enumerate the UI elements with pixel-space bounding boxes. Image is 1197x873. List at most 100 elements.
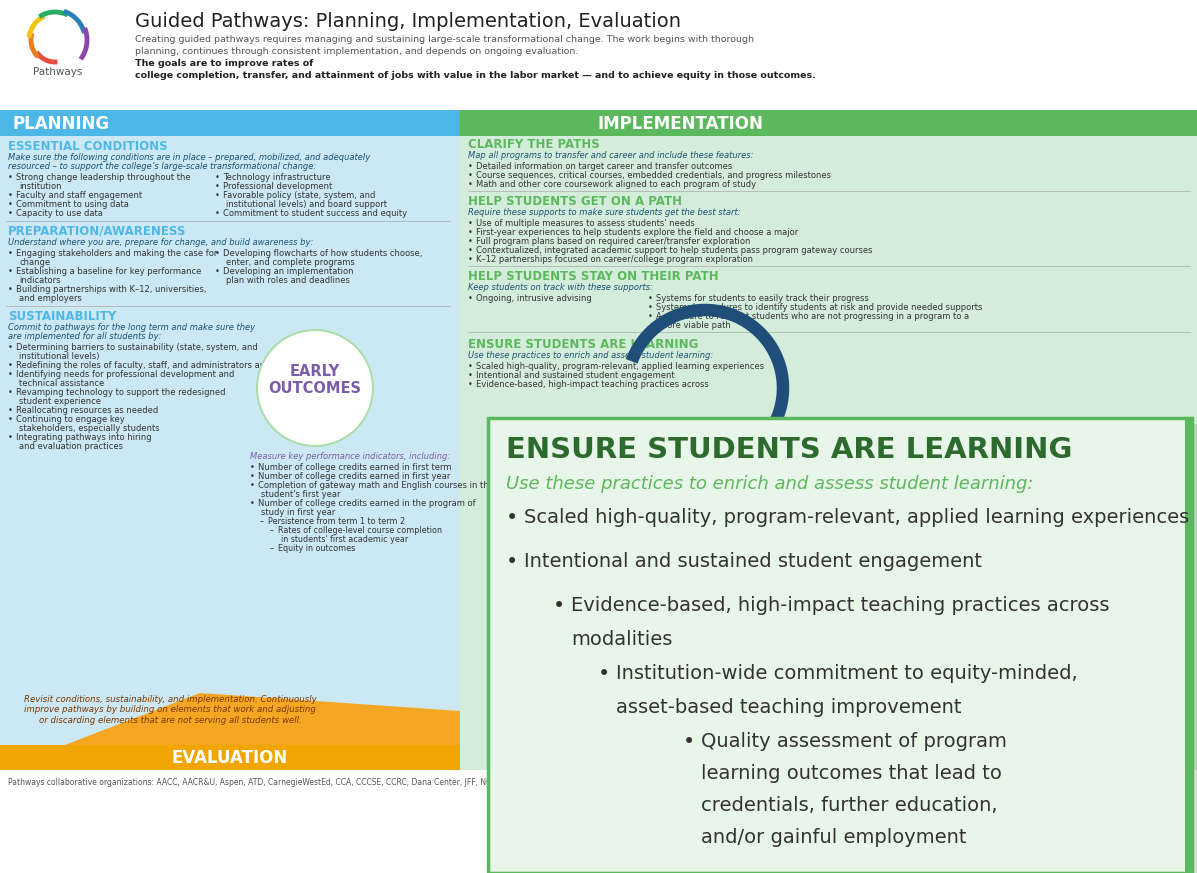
FancyBboxPatch shape (0, 110, 460, 136)
Text: are implemented for all students by:: are implemented for all students by: (8, 332, 162, 341)
Text: HELP STUDENTS GET ON A PATH: HELP STUDENTS GET ON A PATH (468, 195, 682, 208)
Text: Faculty and staff engagement: Faculty and staff engagement (16, 191, 142, 200)
Text: PLANNING: PLANNING (12, 115, 109, 133)
Text: Measure key performance indicators, including:: Measure key performance indicators, incl… (250, 452, 450, 461)
Text: •: • (8, 285, 13, 294)
Text: Pathways: Pathways (34, 67, 83, 77)
Text: institutional levels): institutional levels) (19, 352, 99, 361)
FancyBboxPatch shape (0, 110, 460, 770)
Text: IMPLEMENTATION: IMPLEMENTATION (597, 115, 762, 133)
Text: and/or gainful employment: and/or gainful employment (701, 828, 966, 847)
FancyBboxPatch shape (0, 0, 1197, 110)
Text: –: – (271, 544, 274, 553)
FancyBboxPatch shape (0, 745, 460, 770)
Text: Integrating pathways into hiring: Integrating pathways into hiring (16, 433, 152, 442)
Text: in students' first academic year: in students' first academic year (281, 535, 408, 544)
Text: •: • (468, 219, 473, 228)
Text: •: • (8, 209, 13, 218)
Text: more viable path: more viable path (660, 321, 730, 330)
Text: EARLY
OUTCOMES: EARLY OUTCOMES (268, 364, 361, 396)
Text: A structure to redirect students who are not progressing in a program to a: A structure to redirect students who are… (656, 312, 970, 321)
Text: •: • (683, 732, 695, 752)
Text: •: • (8, 370, 13, 379)
Text: •: • (553, 596, 565, 616)
Text: Scaled high-quality, program-relevant, applied learning experiences: Scaled high-quality, program-relevant, a… (476, 362, 764, 371)
Text: Rates of college-level course completion: Rates of college-level course completion (278, 526, 442, 535)
Text: •: • (8, 388, 13, 397)
Text: Commitment to using data: Commitment to using data (16, 200, 129, 209)
FancyBboxPatch shape (488, 418, 1192, 873)
Text: Use these practices to enrich and assess student learning:: Use these practices to enrich and assess… (506, 475, 1033, 493)
Text: •: • (215, 173, 220, 182)
Text: •: • (215, 191, 220, 200)
Text: Identifying needs for professional development and: Identifying needs for professional devel… (16, 370, 235, 379)
Text: plan with roles and deadlines: plan with roles and deadlines (226, 276, 350, 285)
Text: Detailed information on target career and transfer outcomes: Detailed information on target career an… (476, 162, 733, 171)
FancyBboxPatch shape (1185, 418, 1192, 873)
Text: Continuing to engage key: Continuing to engage key (16, 415, 124, 424)
Text: Evidence-based, high-impact teaching practices across: Evidence-based, high-impact teaching pra… (571, 596, 1110, 615)
Text: Guided Pathways: Planning, Implementation, Evaluation: Guided Pathways: Planning, Implementatio… (135, 12, 681, 31)
Text: Keep students on track with these supports:: Keep students on track with these suppor… (468, 283, 654, 292)
Text: •: • (468, 237, 473, 246)
Text: •: • (648, 303, 652, 312)
Text: •: • (468, 294, 473, 303)
Text: Building partnerships with K–12, universities,: Building partnerships with K–12, univers… (16, 285, 207, 294)
Text: Number of college credits earned in first term: Number of college credits earned in firs… (259, 463, 451, 472)
Text: resourced – to support the college’s large-scale transformational change:: resourced – to support the college’s lar… (8, 162, 316, 171)
Text: student's first year: student's first year (261, 490, 340, 499)
Text: Make sure the following conditions are in place – prepared, mobilized, and adequ: Make sure the following conditions are i… (8, 153, 370, 162)
Text: Understand where you are, prepare for change, and build awareness by:: Understand where you are, prepare for ch… (8, 238, 314, 247)
Text: ENSURE STUDENTS ARE LEARNING: ENSURE STUDENTS ARE LEARNING (506, 436, 1073, 464)
Text: CLARIFY THE PATHS: CLARIFY THE PATHS (468, 138, 600, 151)
Text: and evaluation practices: and evaluation practices (19, 442, 123, 451)
Text: •: • (506, 552, 518, 572)
Text: K–12 partnerships focused on career/college program exploration: K–12 partnerships focused on career/coll… (476, 255, 753, 264)
Text: institution: institution (19, 182, 61, 191)
Text: indicators: indicators (19, 276, 61, 285)
Text: Use of multiple measures to assess students' needs: Use of multiple measures to assess stude… (476, 219, 694, 228)
Text: Revamping technology to support the redesigned: Revamping technology to support the rede… (16, 388, 225, 397)
Text: •: • (598, 664, 610, 684)
Text: •: • (250, 481, 255, 490)
Text: •: • (468, 246, 473, 255)
Text: •: • (8, 361, 13, 370)
Text: •: • (8, 343, 13, 352)
Text: •: • (468, 255, 473, 264)
Text: Reallocating resources as needed: Reallocating resources as needed (16, 406, 158, 415)
Text: Intentional and sustained student engagement: Intentional and sustained student engage… (524, 552, 982, 571)
Text: •: • (8, 406, 13, 415)
Text: Intentional and sustained student engagement: Intentional and sustained student engage… (476, 371, 675, 380)
Text: •: • (648, 294, 652, 303)
FancyBboxPatch shape (494, 424, 1197, 873)
Text: First-year experiences to help students explore the field and choose a major: First-year experiences to help students … (476, 228, 798, 237)
Text: Math and other core coursework aligned to each program of study: Math and other core coursework aligned t… (476, 180, 757, 189)
Text: •: • (215, 267, 220, 276)
Text: Determining barriers to sustainability (state, system, and: Determining barriers to sustainability (… (16, 343, 257, 352)
Text: stakeholders, especially students: stakeholders, especially students (19, 424, 159, 433)
Text: college completion, transfer, and attainment of jobs with value in the labor mar: college completion, transfer, and attain… (135, 71, 816, 80)
Text: Scaled high-quality, program-relevant, applied learning experiences: Scaled high-quality, program-relevant, a… (524, 508, 1190, 527)
Text: Number of college credits earned in the program of: Number of college credits earned in the … (259, 499, 475, 508)
Text: •: • (215, 182, 220, 191)
Text: •: • (250, 472, 255, 481)
Text: asset-based teaching improvement: asset-based teaching improvement (616, 698, 961, 717)
Text: Engaging stakeholders and making the case for: Engaging stakeholders and making the cas… (16, 249, 218, 258)
Text: •: • (468, 362, 473, 371)
Text: •: • (468, 162, 473, 171)
Text: •: • (250, 463, 255, 472)
Text: ESSENTIAL CONDITIONS: ESSENTIAL CONDITIONS (8, 140, 168, 153)
Text: •: • (8, 173, 13, 182)
Text: Strong change leadership throughout the: Strong change leadership throughout the (16, 173, 190, 182)
Text: Developing an implementation: Developing an implementation (223, 267, 353, 276)
Text: Establishing a baseline for key performance: Establishing a baseline for key performa… (16, 267, 201, 276)
Text: Persistence from term 1 to term 2: Persistence from term 1 to term 2 (268, 517, 405, 526)
Text: •: • (8, 249, 13, 258)
Text: Commitment to student success and equity: Commitment to student success and equity (223, 209, 407, 218)
Text: Professional development: Professional development (223, 182, 333, 191)
Text: •: • (8, 200, 13, 209)
Text: •: • (468, 380, 473, 389)
Text: Ongoing, intrusive advising: Ongoing, intrusive advising (476, 294, 591, 303)
Text: Redefining the roles of faculty, staff, and administrators as needed: Redefining the roles of faculty, staff, … (16, 361, 298, 370)
Text: Developing flowcharts of how students choose,: Developing flowcharts of how students ch… (223, 249, 423, 258)
